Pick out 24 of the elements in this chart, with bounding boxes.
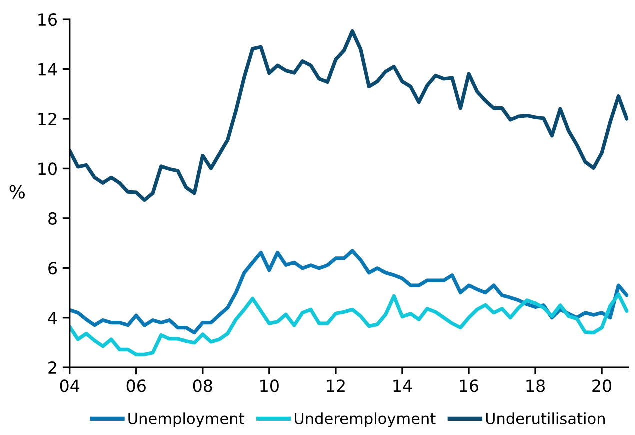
x-tick-label: 14 [394,380,412,392]
y-axis-title: % [10,185,25,199]
y-tick-label: 2 [48,362,56,374]
x-tick-label: 16 [460,380,479,392]
line-series [70,249,629,335]
line-series [70,292,629,356]
x-tick-label: 18 [526,380,545,392]
legend-label: Underemployment [295,412,436,428]
y-tick-label: 14 [38,63,58,76]
legend-label: Unemployment [128,412,244,428]
y-tick-label: 12 [38,112,56,126]
y-tick-label: 16 [38,14,57,26]
y-tick-label: 8 [48,212,57,225]
x-tick-label: 20 [592,380,612,392]
x-tick-label: 08 [193,380,212,392]
y-tick-label: 10 [38,162,57,176]
y-tick-label: 4 [48,312,58,324]
legend-label: Underutilisation [486,412,605,424]
y-tick-label: 6 [48,262,57,275]
x-tick-label: 04 [60,380,80,392]
x-tick-label: 06 [126,380,146,392]
line-series [70,29,629,202]
x-tick-label: 12 [327,380,345,392]
x-tick-label: 10 [260,380,279,392]
